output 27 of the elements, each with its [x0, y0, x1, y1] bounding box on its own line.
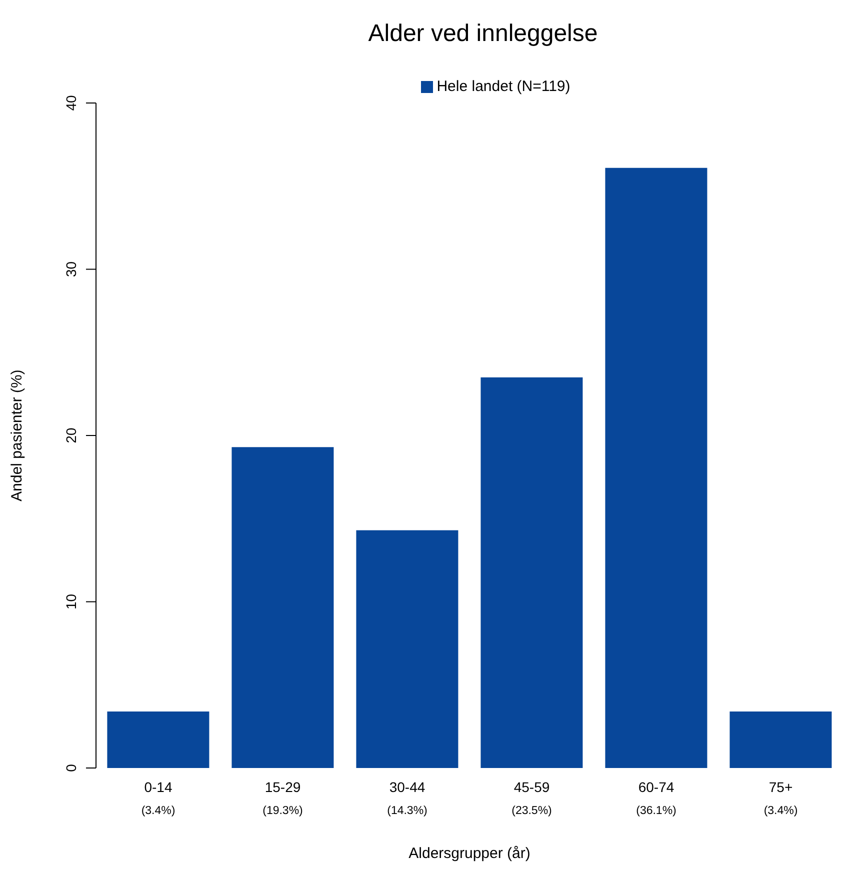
data-label: (19.3%) [262, 805, 304, 817]
data-label: (23.5%) [512, 805, 552, 817]
chart-title: Alder ved innleggelse [367, 20, 599, 48]
x-tick-label: 0-14 [144, 779, 172, 795]
x-tick-label: 45-59 [514, 779, 550, 795]
y-tick-label: 30 [63, 261, 79, 278]
bar [356, 530, 458, 768]
x-tick-label: 75+ [768, 779, 793, 795]
legend-label: Hele landet (N=119) [436, 78, 570, 95]
y-tick-label: 40 [63, 95, 79, 111]
y-tick-label: 0 [63, 764, 79, 772]
data-label: (3.4%) [141, 805, 176, 817]
data-label: (3.4%) [764, 805, 798, 817]
y-tick-label: 20 [63, 428, 79, 444]
data-label: (36.1%) [636, 805, 677, 817]
x-tick-label: 15-29 [264, 779, 301, 795]
x-tick-label: 60-74 [638, 779, 674, 795]
data-label: (14.3%) [387, 805, 428, 817]
bar [480, 377, 583, 768]
bar [730, 711, 832, 768]
bar [232, 447, 334, 768]
y-tick-label: 10 [63, 594, 79, 610]
bar [107, 711, 210, 768]
x-tick-label: 30-44 [389, 779, 426, 795]
y-axis-title: Andel pasienter (%) [8, 370, 26, 502]
x-axis-title: Aldersgrupper (år) [408, 845, 530, 862]
bar [605, 168, 708, 768]
